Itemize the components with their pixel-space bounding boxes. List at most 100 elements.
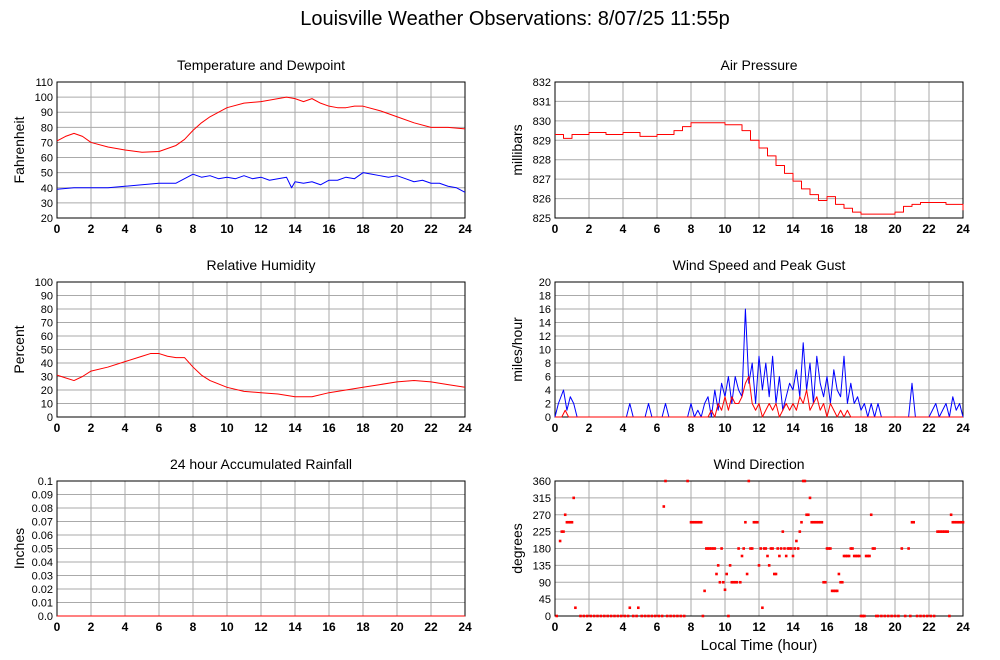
x-tick-label: 24 [458, 222, 472, 236]
y-tick-label: 0.02 [32, 584, 53, 596]
data-point [766, 554, 769, 558]
data-point [863, 614, 866, 618]
y-tick-label: 60 [41, 331, 53, 343]
data-point [936, 530, 939, 533]
data-point [915, 614, 919, 618]
y-tick-label: 2 [545, 399, 551, 411]
y-tick-label: 0.04 [32, 557, 53, 569]
data-point [798, 530, 802, 533]
data-point [796, 547, 800, 550]
x-tick-label: 10 [718, 620, 732, 634]
y-tick-label: 70 [41, 318, 53, 330]
plot-frame [554, 480, 964, 617]
data-point [686, 479, 689, 483]
data-point [929, 614, 932, 618]
plot-frame [554, 281, 964, 418]
data-point [846, 554, 849, 558]
chart-title: Relative Humidity [207, 257, 316, 273]
chart-title: Air Pressure [720, 57, 797, 73]
data-point [954, 520, 958, 524]
data-point [926, 614, 929, 618]
data-point [691, 520, 694, 524]
data-point [757, 564, 761, 567]
x-tick-label: 6 [156, 421, 163, 435]
data-point [844, 554, 847, 558]
data-point [572, 496, 575, 500]
y-axis-label: Fahrenheit [11, 116, 27, 183]
data-point [570, 520, 574, 524]
data-point [711, 547, 715, 550]
data-point [586, 614, 589, 618]
data-point [628, 606, 632, 610]
data-point [565, 520, 569, 524]
data-point [613, 614, 616, 618]
x-tick-label: 12 [752, 421, 766, 435]
x-tick-label: 12 [752, 222, 766, 236]
y-axis-label: Inches [11, 528, 27, 569]
data-point [907, 547, 910, 550]
data-point [662, 505, 666, 508]
chart-title: Temperature and Dewpoint [177, 57, 345, 73]
y-tick-label: 40 [41, 358, 53, 370]
x-tick-label: 18 [356, 620, 370, 634]
data-point [740, 554, 744, 558]
x-tick-label: 10 [220, 421, 234, 435]
data-point [909, 614, 912, 618]
x-tick-label: 20 [390, 620, 404, 634]
data-point [654, 614, 657, 618]
x-tick-label: 20 [390, 421, 404, 435]
series-line-1 [555, 122, 964, 215]
data-point [708, 547, 711, 550]
x-tick-label: 6 [654, 620, 661, 634]
data-point [609, 614, 613, 618]
x-tick-label: 14 [288, 421, 302, 435]
data-point [723, 588, 727, 592]
x-tick-label: 4 [122, 421, 129, 435]
x-tick-label: 2 [586, 222, 593, 236]
data-point [824, 580, 827, 584]
data-point [759, 547, 762, 550]
y-tick-label: 0.0 [38, 611, 53, 623]
data-point [864, 554, 868, 558]
data-point [669, 614, 672, 618]
data-point [829, 547, 832, 550]
data-point [761, 606, 764, 610]
y-tick-label: 20 [539, 277, 551, 289]
data-point [579, 614, 582, 618]
x-tick-label: 20 [888, 620, 902, 634]
data-point [852, 554, 856, 558]
data-point [818, 520, 822, 524]
x-tick-label: 8 [190, 620, 197, 634]
x-tick-label: 22 [424, 620, 438, 634]
data-point [555, 614, 558, 618]
data-point [754, 520, 757, 524]
y-tick-label: 0.1 [38, 476, 53, 488]
data-point [813, 520, 817, 524]
data-point [822, 580, 825, 584]
data-point [665, 614, 669, 618]
data-point [574, 606, 577, 610]
data-point [657, 614, 660, 618]
x-tick-label: 22 [922, 222, 936, 236]
data-point [599, 614, 603, 618]
y-axis-label: miles/hour [509, 317, 525, 382]
x-tick-label: 18 [356, 222, 370, 236]
data-point [817, 520, 820, 524]
data-point [732, 580, 735, 584]
data-point [897, 614, 900, 618]
data-point [722, 580, 725, 584]
data-point [883, 614, 887, 618]
y-tick-label: 70 [41, 137, 53, 149]
data-point [728, 564, 732, 567]
y-tick-label: 80 [41, 122, 53, 134]
data-point [735, 580, 739, 584]
x-tick-label: 24 [458, 620, 472, 634]
y-tick-label: 90 [539, 577, 551, 589]
x-tick-label: 18 [356, 421, 370, 435]
x-tick-label: 0 [54, 620, 61, 634]
data-point [932, 614, 936, 618]
data-point [589, 614, 592, 618]
data-point [839, 580, 842, 584]
data-point [958, 520, 961, 524]
chart-wind: 0 2 4 6 8 10 12 14 16 18 20 22 2402468101214161820Wi… [509, 257, 970, 435]
